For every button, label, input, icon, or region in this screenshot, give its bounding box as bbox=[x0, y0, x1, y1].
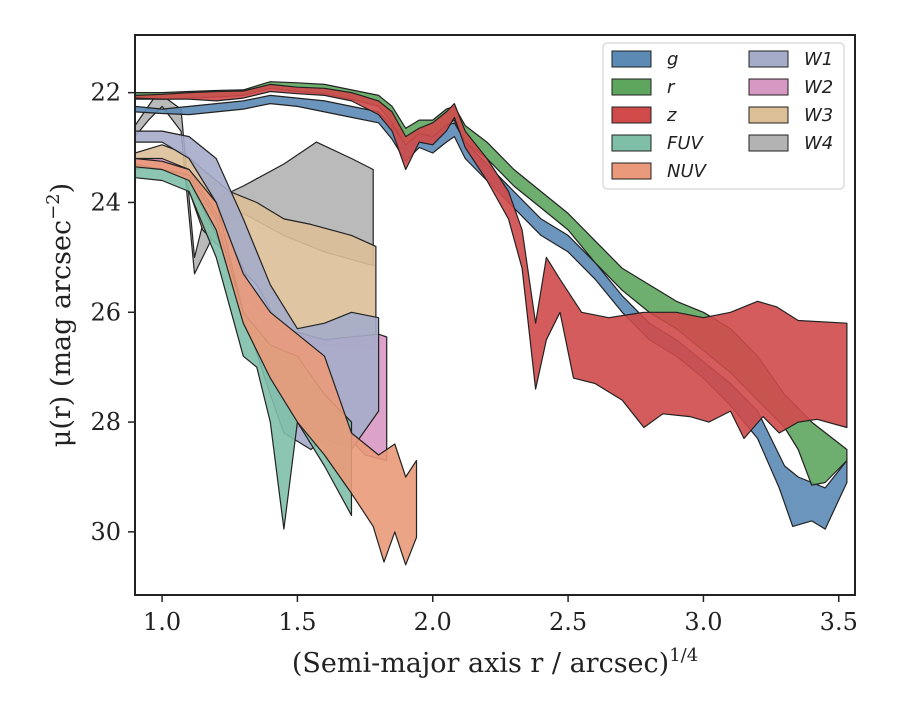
x-tick-label: 1.5 bbox=[278, 608, 316, 636]
legend-swatch-g bbox=[611, 50, 652, 68]
y-tick-label: 28 bbox=[90, 408, 121, 436]
x-tick-label: 2.0 bbox=[414, 608, 452, 636]
x-tick-label: 3.0 bbox=[684, 608, 722, 636]
legend-label-w1: W1 bbox=[804, 49, 833, 70]
legend-label-g: g bbox=[667, 49, 678, 70]
legend-label-w4: W4 bbox=[804, 133, 833, 154]
y-tick-label: 22 bbox=[90, 79, 121, 107]
legend-swatch-nuv bbox=[611, 162, 652, 180]
legend-label-z: z bbox=[666, 105, 677, 126]
legend-swatch-fuv bbox=[611, 134, 652, 152]
x-tick-label: 1.0 bbox=[143, 608, 181, 636]
series-band-z bbox=[135, 83, 848, 440]
ticks-layer: 1.0 1.5 2.0 2.5 3.0 3.5 22 24 26 28 30 bbox=[90, 79, 857, 636]
x-tick-label: 3.5 bbox=[820, 608, 858, 636]
series-layer bbox=[135, 81, 848, 566]
legend-swatch-w2 bbox=[748, 78, 789, 96]
y-axis-label: μ(r) (mag arcsec−2) bbox=[43, 183, 77, 447]
y-tick-label: 30 bbox=[90, 518, 121, 546]
legend: grz FUV NUV W1 W2 W3 W4 bbox=[602, 42, 845, 190]
series-band-nuv bbox=[135, 157, 418, 566]
y-tick-label: 26 bbox=[90, 298, 121, 326]
legend-swatch-r bbox=[611, 78, 652, 96]
y-tick-label: 24 bbox=[90, 188, 121, 216]
plot-frame bbox=[134, 34, 856, 596]
legend-swatch-z bbox=[611, 106, 652, 124]
legend-swatch-w4 bbox=[748, 134, 789, 152]
legend-label-w3: W3 bbox=[804, 105, 833, 126]
legend-label-nuv: NUV bbox=[667, 161, 708, 182]
legend-label-w2: W2 bbox=[804, 77, 833, 98]
x-axis-label: (Semi-major axis r / arcsec)1/4 bbox=[292, 645, 698, 679]
legend-swatch-w3 bbox=[748, 106, 789, 124]
legend-swatch-w1 bbox=[748, 50, 789, 68]
legend-label-fuv: FUV bbox=[667, 133, 705, 154]
legend-label-r: r bbox=[667, 77, 676, 98]
x-tick-label: 2.5 bbox=[549, 608, 587, 636]
